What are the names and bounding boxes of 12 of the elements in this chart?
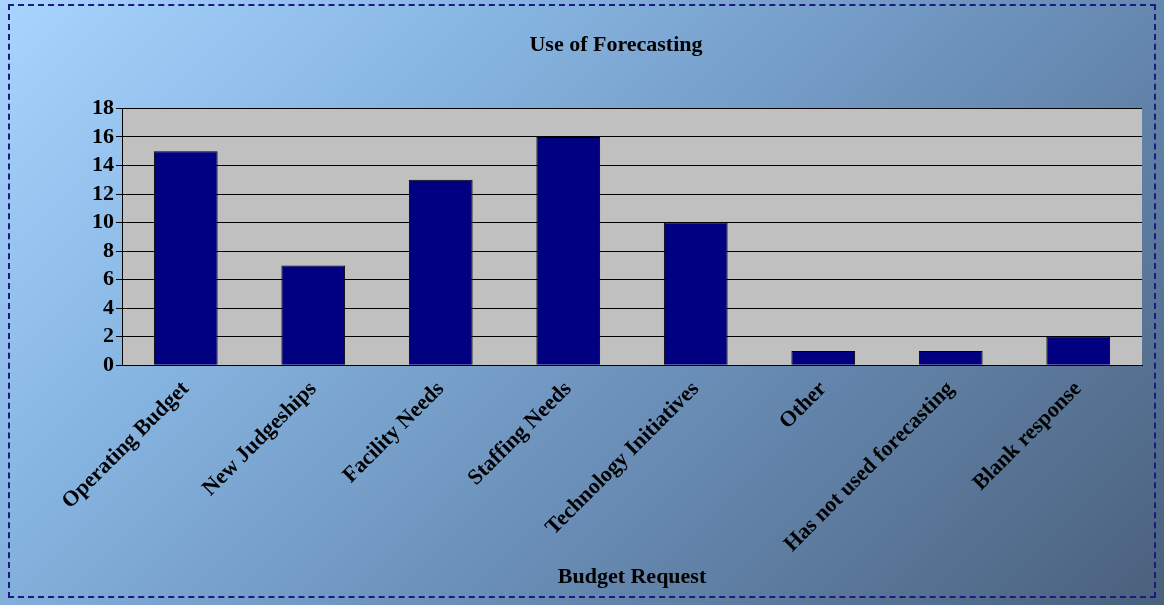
y-tick-label: 0 [103, 350, 114, 376]
y-tick-label: 14 [92, 151, 114, 177]
y-tick-label: 10 [92, 208, 114, 234]
y-tick-label: 2 [103, 322, 114, 348]
y-tick-label: 4 [103, 293, 114, 319]
y-tick-label: 16 [92, 122, 114, 148]
chart-title: Use of Forecasting [529, 30, 703, 56]
x-axis-title: Budget Request [557, 563, 707, 589]
y-tick-label: 6 [103, 265, 114, 291]
y-tick-label: 18 [92, 94, 114, 120]
y-tick-label: 8 [103, 236, 114, 262]
y-tick-label: 12 [92, 179, 114, 205]
